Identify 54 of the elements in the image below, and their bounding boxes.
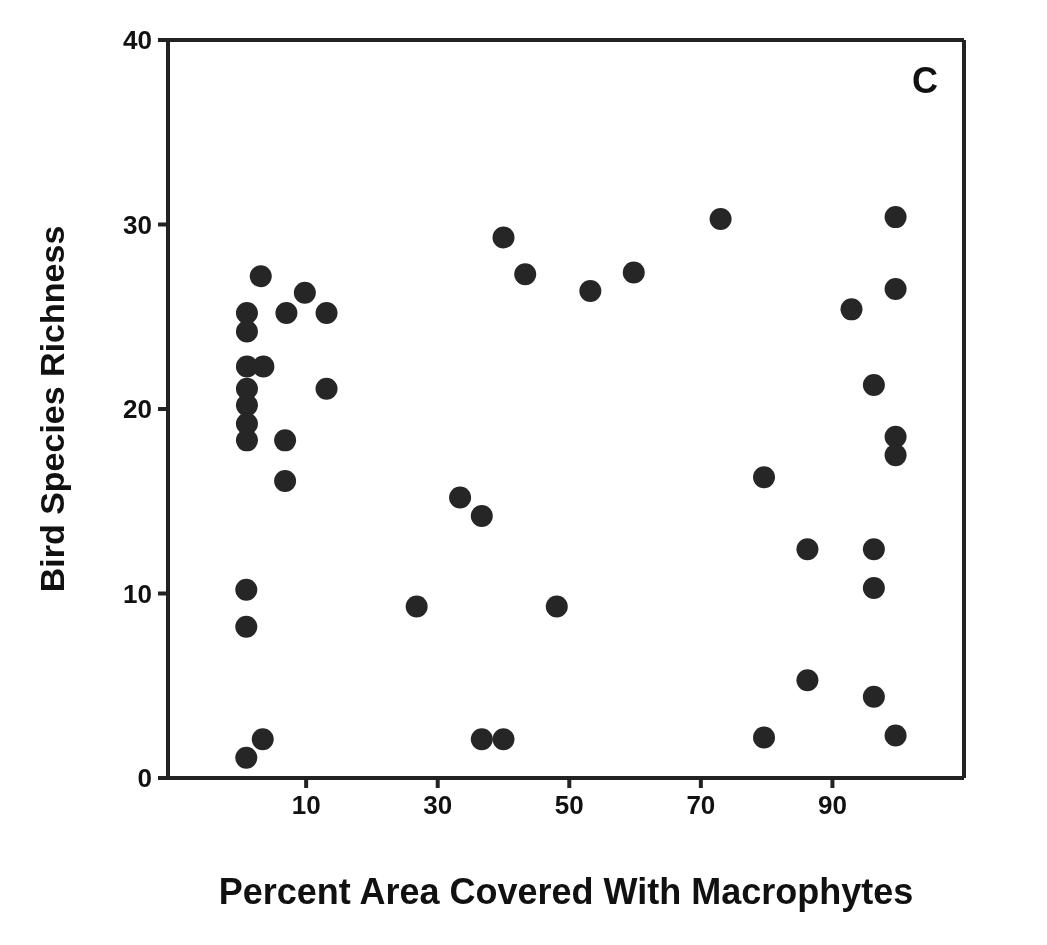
point <box>274 429 297 452</box>
point <box>235 746 258 769</box>
x-tick-label: 30 <box>423 790 453 821</box>
point <box>274 469 297 492</box>
y-tick-label: 20 <box>123 394 152 425</box>
point <box>753 466 776 489</box>
point <box>235 394 258 417</box>
point <box>884 724 907 747</box>
y-tick-label: 0 <box>137 763 152 794</box>
point <box>249 265 272 288</box>
point <box>235 615 258 638</box>
point <box>315 377 338 400</box>
point <box>405 595 428 618</box>
point <box>862 685 885 708</box>
point <box>235 320 258 343</box>
point <box>235 578 258 601</box>
point <box>545 595 568 618</box>
point <box>884 206 907 229</box>
point <box>862 538 885 561</box>
y-tick-label: 30 <box>123 209 152 240</box>
point <box>470 505 493 528</box>
y-tick-label: 40 <box>123 25 152 56</box>
x-tick-label: 70 <box>686 790 716 821</box>
x-tick-label: 10 <box>291 790 321 821</box>
point <box>252 355 275 378</box>
point <box>492 226 515 249</box>
point <box>622 261 645 284</box>
point <box>884 425 907 448</box>
point <box>492 728 515 751</box>
point <box>884 278 907 301</box>
annotation: C <box>912 60 938 102</box>
point <box>884 444 907 467</box>
point <box>449 486 472 509</box>
point <box>579 279 602 302</box>
point <box>796 669 819 692</box>
point <box>753 726 776 749</box>
point <box>235 429 258 452</box>
point <box>796 538 819 561</box>
x-axis-title: Percent Area Covered With Macrophytes <box>218 871 914 912</box>
point <box>251 728 274 751</box>
x-tick-label: 50 <box>554 790 584 821</box>
x-tick-label: 90 <box>817 790 847 821</box>
y-axis-title: Bird Species Richness <box>33 225 72 593</box>
point <box>840 298 863 321</box>
point <box>709 207 732 230</box>
point <box>293 281 316 304</box>
point <box>470 728 493 751</box>
y-tick-label: 10 <box>123 578 152 609</box>
point <box>315 302 338 325</box>
point <box>275 302 298 325</box>
point <box>235 302 258 325</box>
point <box>514 263 537 286</box>
point <box>862 576 885 599</box>
point <box>862 374 885 397</box>
